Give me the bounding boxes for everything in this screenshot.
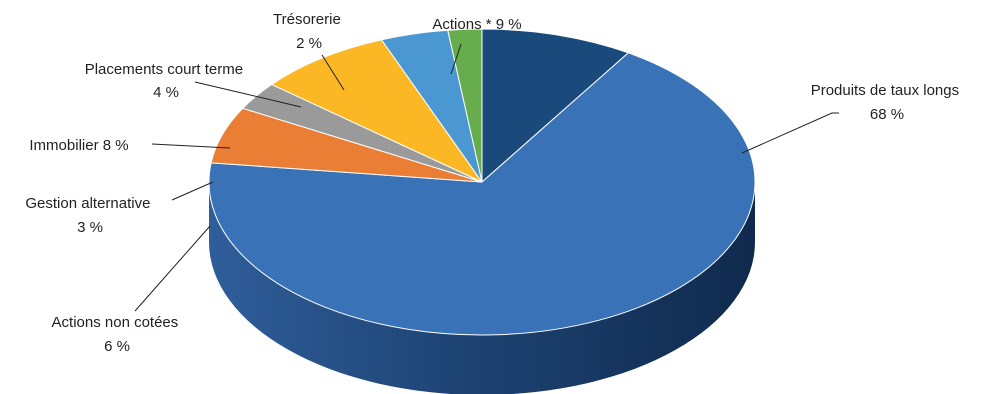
label-tresorerie-name: Trésorerie <box>273 11 341 28</box>
pie-side <box>209 182 755 394</box>
label-placements: Placements court terme 4 % <box>85 61 248 101</box>
leader-lines <box>134 43 839 312</box>
leader-line-immobilier <box>151 143 231 149</box>
label-tresorerie-pct: 2 % <box>296 35 322 52</box>
leader-line-tresorerie <box>321 54 345 91</box>
pie-top <box>208 28 756 336</box>
pie-slice-actions <box>481 28 629 183</box>
label-non-cotees: Actions non cotées 6 % <box>52 314 183 355</box>
label-gestion-pct: 3 % <box>77 219 103 236</box>
label-tresorerie: Trésorerie 2 % <box>273 11 345 52</box>
label-taux-longs-pct: 68 % <box>870 106 904 123</box>
leader-line-gestion <box>171 181 214 201</box>
label-immobilier: Immobilier 8 % <box>29 137 128 154</box>
slice-labels: Actions * 9 % Produits de taux longs 68 … <box>25 11 964 355</box>
label-immobilier-name: Immobilier <box>29 137 98 154</box>
label-taux-longs-name: Produits de taux longs <box>811 82 959 99</box>
label-non-cotees-name: Actions non cotées <box>52 314 179 331</box>
label-gestion-name: Gestion alternative <box>25 195 150 212</box>
label-actions-pct: 9 % <box>496 16 522 33</box>
leader-line-placements <box>194 81 302 108</box>
label-gestion: Gestion alternative 3 % <box>25 195 154 236</box>
label-non-cotees-pct: 6 % <box>104 338 130 355</box>
label-placements-name: Placements court terme <box>85 61 243 78</box>
pie-slice-produits-de-taux-longs <box>208 52 756 336</box>
pie-side-produits-de-taux-longs <box>209 182 755 394</box>
leader-line-taux-longs <box>741 112 839 154</box>
leader-line-actions <box>450 43 462 75</box>
label-placements-pct: 4 % <box>153 84 179 101</box>
pie-slice-immobilier <box>271 39 483 183</box>
leader-line-non-cotees <box>134 225 211 312</box>
label-taux-longs: Produits de taux longs 68 % <box>811 82 964 123</box>
label-actions-name: Actions * <box>432 16 491 33</box>
label-actions: Actions * 9 % <box>432 16 521 33</box>
pie-slice-tresorerie <box>447 28 483 183</box>
label-immobilier-pct: 8 % <box>103 137 129 154</box>
